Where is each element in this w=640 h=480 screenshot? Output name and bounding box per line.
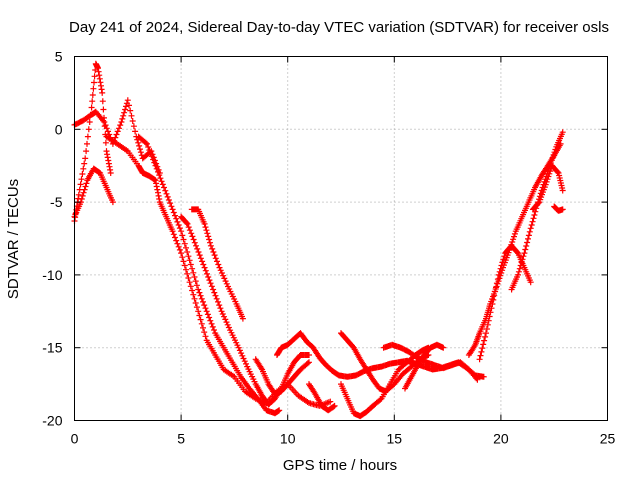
satellite-track-8 [252,356,312,398]
x-tick-label: 10 [280,431,296,447]
x-tick-label: 20 [493,431,509,447]
satellite-track-12 [338,330,432,395]
data-point-markers [135,133,283,417]
data-point-markers [338,330,432,395]
y-tick-label: -10 [42,267,62,283]
x-tick-label: 0 [71,431,79,447]
satellite-track-2 [71,165,116,220]
y-tick-label: -5 [50,194,63,210]
x-tick-label: 25 [600,431,616,447]
data-point-markers [529,162,566,213]
satellite-track-7 [178,213,312,408]
data-points [71,60,566,420]
satellite-track-1 [71,60,114,224]
satellite-track-14 [402,341,447,392]
x-axis-title: GPS time / hours [283,457,397,474]
satellite-track-6 [188,206,246,322]
data-point-markers [252,356,312,398]
y-tick-label: -20 [42,413,62,429]
data-point-markers [380,341,481,383]
data-point-markers [402,341,447,392]
data-point-markers [188,206,246,322]
y-axis-title: SDTVAR / TECUs [5,179,22,299]
y-axis-tick-labels: -20 -15 -10 -5 0 5 [42,49,62,429]
satellite-track-4 [103,133,334,409]
satellite-track-5 [135,133,283,417]
x-tick-label: 5 [177,431,185,447]
data-point-markers [71,165,116,220]
plot-frame [74,56,608,421]
data-point-markers [476,242,534,363]
satellite-track-13 [380,341,481,383]
satellite-track-18 [529,162,566,213]
x-tick-label: 15 [387,431,403,447]
data-point-markers [178,213,312,408]
x-axis-tick-labels: 0 5 10 15 20 25 [71,431,616,447]
satellite-track-16 [476,242,534,363]
satellite-track-10 [306,381,338,414]
y-tick-label: -15 [42,340,62,356]
chart-title: Day 241 of 2024, Sidereal Day-to-day VTE… [69,19,609,36]
data-point-markers [306,381,338,414]
data-point-markers [71,60,114,224]
axis-ticks [74,56,608,421]
data-point-markers [551,203,566,214]
y-tick-label: 0 [55,121,63,137]
data-point-markers [103,133,334,409]
satellite-track-19 [551,203,566,214]
y-tick-label: 5 [55,49,63,65]
